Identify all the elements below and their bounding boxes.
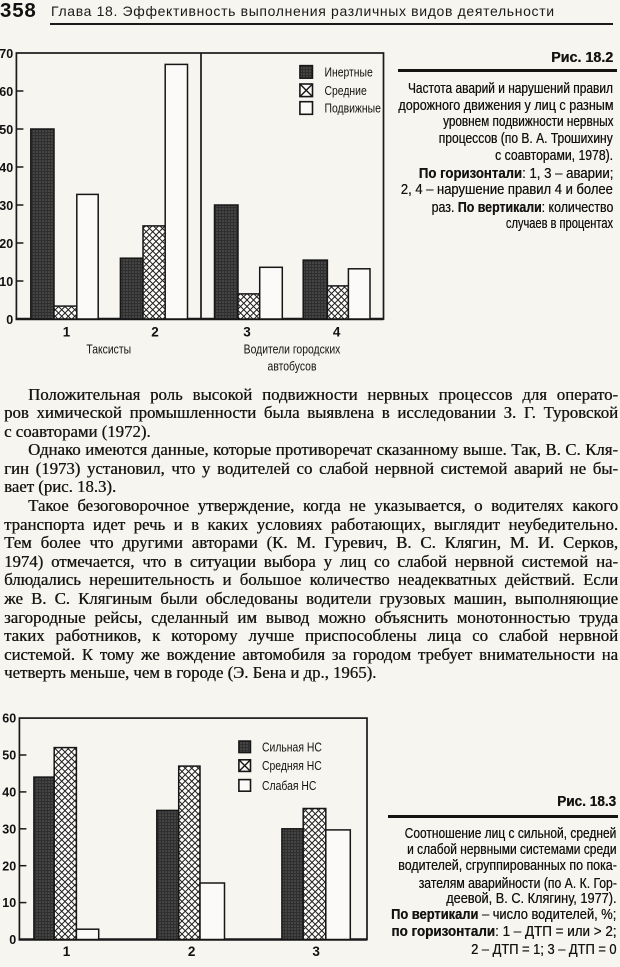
svg-text:10: 10 (2, 896, 16, 910)
svg-text:50: 50 (2, 749, 16, 763)
svg-text:20: 20 (2, 859, 16, 873)
svg-text:0: 0 (6, 313, 13, 327)
svg-text:30: 30 (2, 822, 16, 836)
svg-text:2: 2 (151, 325, 159, 340)
svg-text:3: 3 (243, 325, 251, 340)
svg-text:1: 1 (63, 325, 71, 340)
svg-text:1: 1 (63, 944, 71, 959)
svg-text:Инертные: Инертные (325, 65, 374, 79)
svg-text:30: 30 (0, 199, 13, 213)
svg-text:Подвижные: Подвижные (325, 101, 382, 115)
svg-text:20: 20 (0, 237, 13, 251)
svg-text:40: 40 (0, 161, 13, 175)
svg-text:0: 0 (9, 933, 16, 947)
svg-text:2: 2 (188, 944, 196, 959)
svg-text:40: 40 (2, 786, 16, 800)
svg-text:Водители городских: Водители городских (244, 342, 341, 356)
svg-text:50: 50 (0, 123, 13, 137)
svg-text:60: 60 (0, 85, 13, 99)
svg-text:4: 4 (333, 325, 341, 340)
svg-text:автобусов: автобусов (268, 359, 317, 373)
svg-text:60: 60 (2, 712, 16, 726)
svg-text:Таксисты: Таксисты (86, 342, 131, 356)
svg-text:3: 3 (312, 944, 320, 959)
svg-text:Сильная НС: Сильная НС (262, 740, 322, 754)
svg-text:Средние: Средние (325, 84, 368, 98)
svg-text:Средняя НС: Средняя НС (262, 759, 322, 773)
svg-text:10: 10 (0, 275, 13, 289)
svg-text:70: 70 (0, 47, 13, 61)
svg-text:Слабая НС: Слабая НС (262, 779, 317, 793)
